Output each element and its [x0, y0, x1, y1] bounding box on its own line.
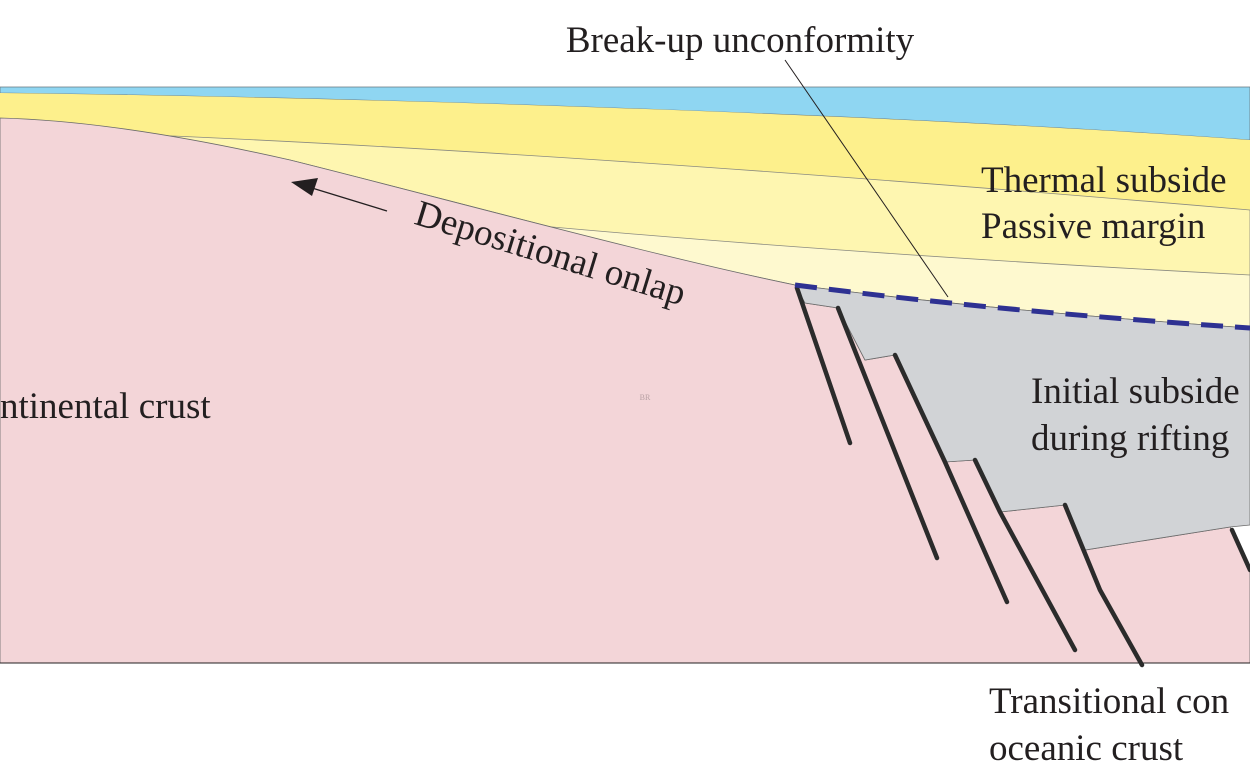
label: oceanic crust — [989, 728, 1184, 769]
label: Passive margin — [981, 206, 1205, 247]
label: Initial subside — [1031, 371, 1240, 412]
label: Break-up unconformity — [566, 20, 915, 61]
leader-line — [784, 59, 949, 298]
faults — [794, 285, 1250, 668]
fault — [972, 457, 1078, 653]
label: Thermal subside — [981, 160, 1227, 201]
watermark: BR — [640, 393, 651, 402]
fault — [1229, 527, 1250, 573]
label: ntinental crust — [0, 386, 211, 427]
arrow-head — [291, 178, 318, 196]
onlap-arrow — [311, 187, 388, 212]
label: Transitional con — [989, 681, 1229, 722]
unconformity-line — [794, 282, 1250, 331]
fault — [1062, 502, 1145, 668]
label: during rifting — [1031, 418, 1229, 459]
fault — [835, 305, 940, 561]
fault — [892, 352, 1010, 605]
fault — [794, 285, 853, 446]
